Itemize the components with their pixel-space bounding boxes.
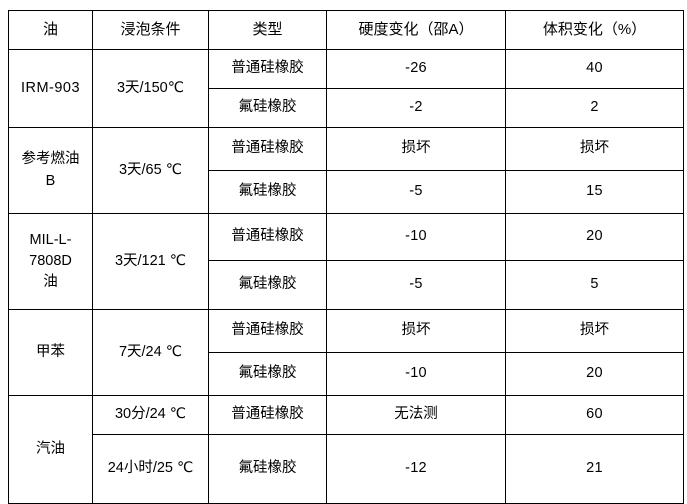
cell-volume-change: 20	[505, 213, 684, 261]
cell-volume-change: 损坏	[505, 127, 684, 171]
cell-volume-change: 60	[505, 395, 684, 435]
column-header-hardness-change: 硬度变化（邵A）	[326, 10, 506, 50]
cell-type: 普通硅橡胶	[208, 213, 327, 261]
cell-condition: 3天/121 ℃	[92, 213, 209, 310]
cell-condition: 30分/24 ℃	[92, 395, 209, 435]
table-container: 油 浸泡条件 类型 硬度变化（邵A） 体积变化（%） IRM-903 3天/15…	[8, 10, 684, 504]
cell-oil-line-2: B	[45, 172, 56, 189]
table-row: 氟硅橡胶 -5 15	[9, 170, 684, 214]
cell-type: 氟硅橡胶	[208, 434, 327, 504]
cell-hardness-change: -10	[326, 213, 506, 261]
cell-condition: 3天/65 ℃	[92, 127, 209, 214]
table-row: 参考燃油 B 3天/65 ℃ 普通硅橡胶 损坏 损坏	[8, 127, 684, 214]
cell-oil-line-2: 7808D	[29, 252, 72, 269]
cell-type: 氟硅橡胶	[208, 88, 327, 128]
cell-volume-change: 15	[505, 170, 684, 214]
cell-volume-change: 5	[505, 260, 684, 310]
cell-oil: 汽油	[8, 395, 93, 504]
column-header-condition: 浸泡条件	[92, 10, 209, 50]
cell-oil: MIL-L- 7808D 油	[8, 213, 93, 310]
cell-hardness-change: -10	[326, 352, 506, 396]
table-header-row: 油 浸泡条件 类型 硬度变化（邵A） 体积变化（%）	[8, 10, 684, 50]
cell-oil-line-3: 油	[43, 274, 58, 290]
cell-hardness-change: -26	[326, 49, 506, 89]
cell-type: 普通硅橡胶	[208, 309, 327, 353]
table-row: IRM-903 3天/150℃ 普通硅橡胶 -26 40	[8, 49, 684, 128]
table-row: 氟硅橡胶 -5 5	[9, 260, 684, 310]
cell-oil-line-1: MIL-L-	[29, 231, 72, 248]
column-header-volume-change: 体积变化（%）	[505, 10, 684, 50]
table-row: 24小时/25 ℃ 氟硅橡胶 -12 21	[9, 434, 684, 504]
cell-condition: 3天/150℃	[92, 49, 209, 128]
oil-immersion-resistance-table: 油 浸泡条件 类型 硬度变化（邵A） 体积变化（%） IRM-903 3天/15…	[8, 10, 684, 504]
cell-volume-change: 21	[505, 434, 684, 504]
cell-hardness-change: -5	[326, 170, 506, 214]
cell-volume-change: 损坏	[505, 309, 684, 353]
cell-type: 普通硅橡胶	[208, 127, 327, 171]
cell-type: 普通硅橡胶	[208, 49, 327, 89]
cell-type: 普通硅橡胶	[208, 395, 327, 435]
cell-hardness-change: 损坏	[326, 309, 506, 353]
cell-hardness-change: 损坏	[326, 127, 506, 171]
column-header-type: 类型	[208, 10, 327, 50]
table-row: 汽油 30分/24 ℃ 普通硅橡胶 无法测 60	[8, 395, 684, 504]
page-root: 油 浸泡条件 类型 硬度变化（邵A） 体积变化（%） IRM-903 3天/15…	[8, 0, 684, 504]
cell-hardness-change: 无法测	[326, 395, 506, 435]
column-header-oil: 油	[8, 10, 93, 50]
cell-oil: 甲苯	[8, 309, 93, 396]
cell-type: 氟硅橡胶	[208, 170, 327, 214]
cell-volume-change: 2	[505, 88, 684, 128]
cell-type: 氟硅橡胶	[208, 352, 327, 396]
table-row: 氟硅橡胶 -10 20	[9, 352, 684, 396]
cell-condition: 7天/24 ℃	[92, 309, 209, 396]
cell-oil: 参考燃油 B	[8, 127, 93, 214]
cell-oil: IRM-903	[8, 49, 93, 128]
table-row: MIL-L- 7808D 油 3天/121 ℃ 普通硅橡胶 -10 20	[8, 213, 684, 310]
table-row: 氟硅橡胶 -2 2	[9, 88, 684, 128]
cell-hardness-change: -2	[326, 88, 506, 128]
cell-condition: 24小时/25 ℃	[92, 434, 209, 504]
cell-type: 氟硅橡胶	[208, 260, 327, 310]
cell-hardness-change: -5	[326, 260, 506, 310]
table-row: 甲苯 7天/24 ℃ 普通硅橡胶 损坏 损坏	[8, 309, 684, 396]
cell-oil-line-1: 参考燃油	[21, 151, 80, 168]
cut-off-text-line	[8, 0, 683, 3]
cell-volume-change: 20	[505, 352, 684, 396]
cell-hardness-change: -12	[326, 434, 506, 504]
cell-volume-change: 40	[505, 49, 684, 89]
